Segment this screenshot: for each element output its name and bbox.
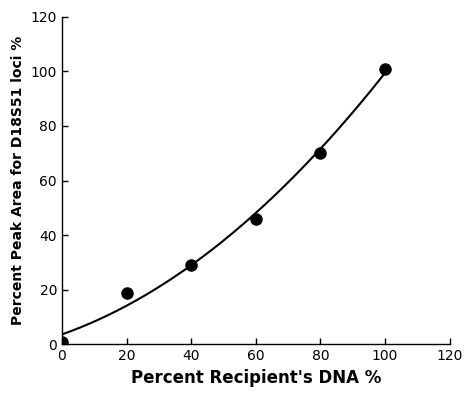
- Point: [187, 262, 195, 268]
- Point: [317, 150, 324, 156]
- Point: [381, 65, 389, 72]
- Point: [58, 339, 66, 345]
- Point: [123, 289, 130, 296]
- Point: [252, 216, 260, 222]
- Y-axis label: Percent Peak Area for D18S51 loci %: Percent Peak Area for D18S51 loci %: [11, 36, 25, 325]
- X-axis label: Percent Recipient's DNA %: Percent Recipient's DNA %: [131, 369, 381, 387]
